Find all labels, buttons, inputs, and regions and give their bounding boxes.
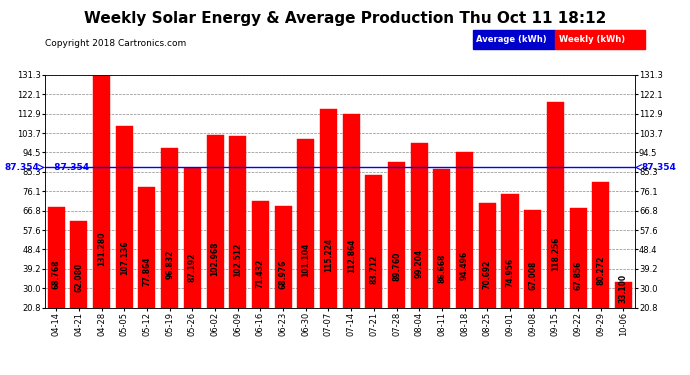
Text: Average (kWh): Average (kWh): [476, 35, 546, 44]
Bar: [388, 162, 405, 308]
Text: 74.956: 74.956: [506, 258, 515, 287]
Bar: [502, 194, 518, 308]
Text: 118.256: 118.256: [551, 236, 560, 271]
Text: 94.496: 94.496: [460, 251, 469, 280]
Text: 71.432: 71.432: [256, 259, 265, 288]
Text: 80.272: 80.272: [596, 256, 605, 285]
Bar: [411, 142, 428, 308]
Text: 77.864: 77.864: [142, 256, 152, 286]
Bar: [569, 209, 586, 308]
Text: 87.354: 87.354: [5, 163, 40, 172]
Bar: [343, 114, 359, 308]
Text: 68.768: 68.768: [52, 260, 61, 290]
Bar: [184, 168, 201, 308]
Text: Weekly Solar Energy & Average Production Thu Oct 11 18:12: Weekly Solar Energy & Average Production…: [83, 11, 607, 26]
Text: 83.712: 83.712: [369, 254, 378, 284]
Bar: [252, 201, 269, 308]
Text: Weekly (kWh): Weekly (kWh): [559, 35, 625, 44]
Bar: [275, 206, 292, 308]
Bar: [116, 126, 132, 308]
Bar: [365, 175, 382, 308]
Bar: [524, 210, 541, 308]
Text: 33.100: 33.100: [619, 274, 628, 303]
Text: 102.512: 102.512: [233, 242, 242, 276]
Bar: [297, 138, 315, 308]
Text: 102.968: 102.968: [210, 242, 219, 276]
Text: 70.692: 70.692: [483, 260, 492, 289]
Text: 89.760: 89.760: [392, 252, 401, 281]
Bar: [229, 136, 246, 308]
Text: 86.668: 86.668: [437, 253, 446, 282]
Bar: [320, 109, 337, 308]
Text: 68.976: 68.976: [279, 260, 288, 289]
Bar: [592, 182, 609, 308]
Bar: [615, 282, 632, 308]
Bar: [433, 169, 451, 308]
Bar: [479, 202, 496, 308]
Bar: [70, 220, 88, 308]
Bar: [547, 102, 564, 308]
Text: 107.136: 107.136: [120, 240, 129, 275]
Text: 115.224: 115.224: [324, 237, 333, 272]
Text: 101.104: 101.104: [302, 243, 310, 277]
Bar: [456, 153, 473, 308]
Text: 87.192: 87.192: [188, 253, 197, 282]
Bar: [93, 75, 110, 307]
Text: 67.856: 67.856: [573, 260, 582, 290]
Text: 87.354: 87.354: [48, 163, 89, 172]
Text: 62.080: 62.080: [75, 262, 83, 292]
Bar: [161, 147, 178, 308]
Text: Copyright 2018 Cartronics.com: Copyright 2018 Cartronics.com: [45, 39, 186, 48]
Bar: [206, 135, 224, 308]
Bar: [139, 188, 155, 308]
Bar: [48, 207, 65, 308]
Text: 87.354: 87.354: [641, 163, 676, 172]
Text: 96.832: 96.832: [165, 249, 174, 279]
Text: 131.280: 131.280: [97, 231, 106, 266]
Text: 67.008: 67.008: [528, 261, 538, 290]
Text: 99.204: 99.204: [415, 249, 424, 278]
Text: 112.864: 112.864: [346, 238, 355, 273]
